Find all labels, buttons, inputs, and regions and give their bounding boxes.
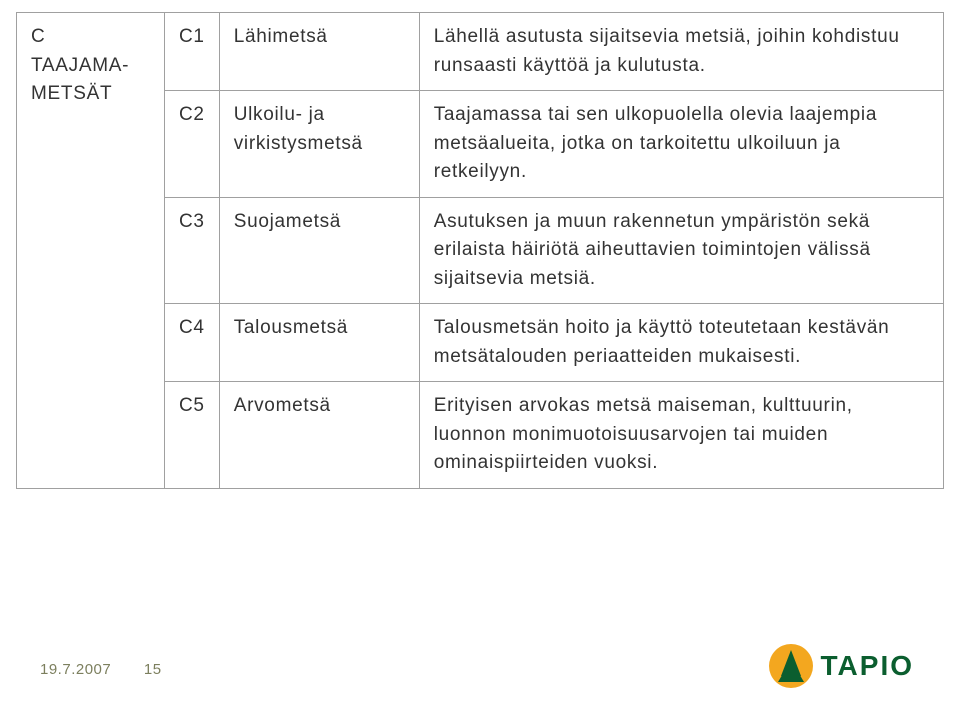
row-type: Talousmetsä — [219, 304, 419, 382]
row-type: Arvometsä — [219, 382, 419, 489]
row-desc: Talousmetsän hoito ja käyttö toteutetaan… — [419, 304, 943, 382]
row-desc: Lähellä asutusta sijaitsevia metsiä, joi… — [419, 13, 943, 91]
group-code: C — [31, 26, 45, 47]
row-type: Suojametsä — [219, 197, 419, 304]
group-name: TAAJAMA-METSÄT — [31, 55, 129, 105]
row-desc: Asutuksen ja muun rakennetun ympäristön … — [419, 197, 943, 304]
row-code: C1 — [165, 13, 220, 91]
row-code: C4 — [165, 304, 220, 382]
group-cell: C TAAJAMA-METSÄT — [17, 13, 165, 489]
row-type: Ulkoilu- ja virkistysmetsä — [219, 91, 419, 198]
slide-footer: 19.7.2007 15 — [40, 661, 162, 678]
tapio-logo: TAPIO — [769, 644, 914, 688]
logo-text: TAPIO — [821, 650, 914, 682]
row-desc: Taajamassa tai sen ulkopuolella olevia l… — [419, 91, 943, 198]
row-code: C3 — [165, 197, 220, 304]
forest-classification-table: C TAAJAMA-METSÄT C1 Lähimetsä Lähellä as… — [16, 12, 944, 489]
row-code: C2 — [165, 91, 220, 198]
table-row: C TAAJAMA-METSÄT C1 Lähimetsä Lähellä as… — [17, 13, 944, 91]
row-desc: Erityisen arvokas metsä maiseman, kulttu… — [419, 382, 943, 489]
footer-page: 15 — [144, 661, 162, 678]
footer-date: 19.7.2007 — [40, 661, 111, 678]
slide: C TAAJAMA-METSÄT C1 Lähimetsä Lähellä as… — [0, 0, 960, 702]
row-code: C5 — [165, 382, 220, 489]
row-type: Lähimetsä — [219, 13, 419, 91]
tree-icon — [769, 644, 813, 688]
